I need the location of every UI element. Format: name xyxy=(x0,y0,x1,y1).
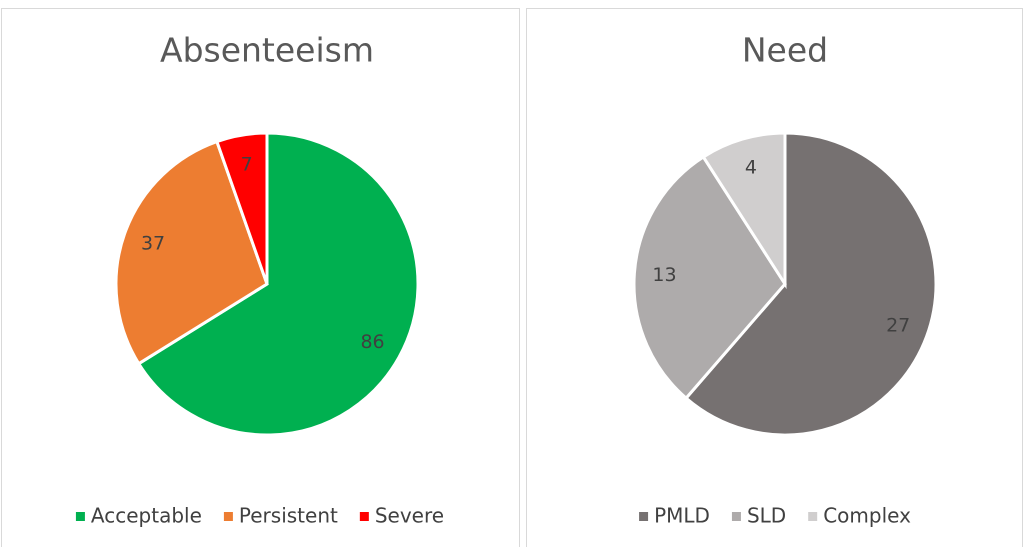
pie-slice xyxy=(114,139,269,366)
legend-marker xyxy=(223,512,233,521)
panel-frame xyxy=(526,8,1023,551)
chart-title: Absenteeism xyxy=(160,31,374,70)
pie-slice xyxy=(683,131,938,437)
chart-title: Need xyxy=(742,31,828,70)
pie-slice xyxy=(701,131,787,290)
data-label: 86 xyxy=(360,331,384,353)
pie-slice xyxy=(214,131,269,285)
legend-marker xyxy=(808,512,818,521)
legend-label: PMLD xyxy=(654,504,710,528)
legend-marker xyxy=(639,512,649,521)
legend-marker xyxy=(75,512,85,521)
data-label: 4 xyxy=(745,157,757,179)
legend-label: Acceptable xyxy=(91,504,202,528)
legend-marker xyxy=(359,512,369,521)
legend-label: Severe xyxy=(375,504,444,528)
legend-marker xyxy=(731,512,741,521)
data-label: 13 xyxy=(652,264,676,286)
panel-frame xyxy=(1,8,520,551)
data-label: 7 xyxy=(241,153,253,175)
pie-slice xyxy=(632,154,787,401)
data-label: 37 xyxy=(141,232,165,254)
data-label: 27 xyxy=(886,315,910,337)
legend-label: SLD xyxy=(747,504,786,528)
legend-label: Persistent xyxy=(239,504,338,528)
legend-label: Complex xyxy=(823,504,911,528)
pie-slice xyxy=(136,131,420,437)
